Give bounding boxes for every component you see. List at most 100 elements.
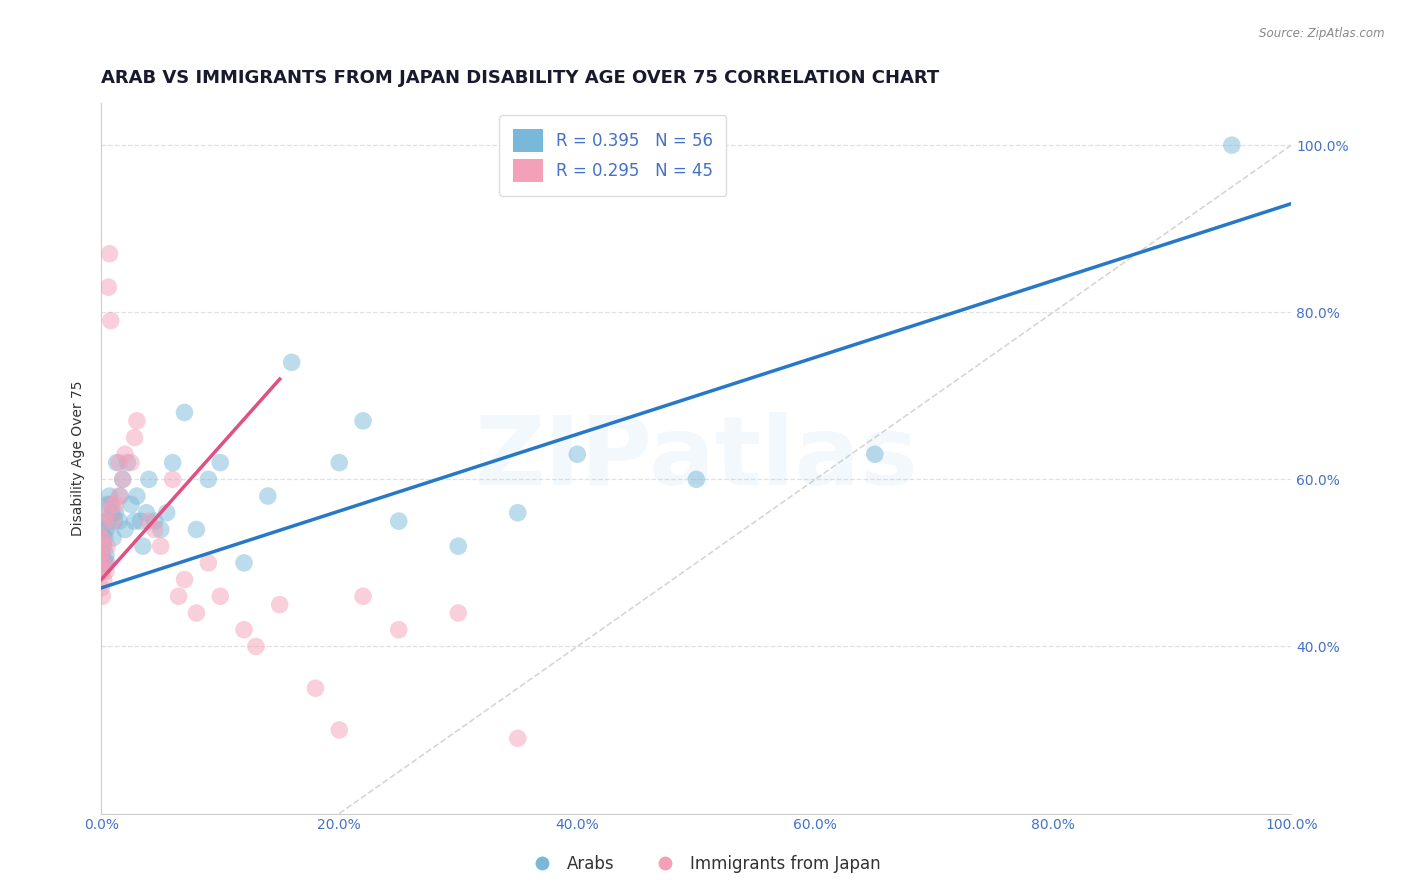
Point xyxy=(91,590,114,604)
Point xyxy=(156,506,179,520)
Point xyxy=(90,548,112,562)
Point xyxy=(94,564,117,578)
Point xyxy=(96,506,118,520)
Y-axis label: Disability Age Over 75: Disability Age Over 75 xyxy=(72,381,86,536)
Point xyxy=(114,447,136,461)
Point xyxy=(91,556,114,570)
Point xyxy=(167,590,190,604)
Point xyxy=(186,523,208,537)
Point xyxy=(100,497,122,511)
Point xyxy=(138,472,160,486)
Point xyxy=(94,531,117,545)
Point xyxy=(173,405,195,419)
Point xyxy=(162,456,184,470)
Point xyxy=(101,497,124,511)
Point xyxy=(138,514,160,528)
Point xyxy=(91,531,114,545)
Point xyxy=(132,539,155,553)
Point xyxy=(90,564,112,578)
Point xyxy=(93,539,115,553)
Point xyxy=(93,556,115,570)
Point xyxy=(100,313,122,327)
Point xyxy=(280,355,302,369)
Point xyxy=(104,506,127,520)
Legend: Arabs, Immigrants from Japan: Arabs, Immigrants from Japan xyxy=(519,848,887,880)
Point xyxy=(506,731,529,746)
Point xyxy=(97,514,120,528)
Point xyxy=(506,506,529,520)
Point xyxy=(567,447,589,461)
Point xyxy=(91,514,114,528)
Point xyxy=(91,548,114,562)
Point xyxy=(91,564,114,578)
Point xyxy=(125,489,148,503)
Point xyxy=(120,456,142,470)
Point xyxy=(117,456,139,470)
Point xyxy=(129,514,152,528)
Point xyxy=(209,456,232,470)
Point xyxy=(162,472,184,486)
Point xyxy=(111,472,134,486)
Point xyxy=(352,590,374,604)
Point xyxy=(94,548,117,562)
Point xyxy=(149,539,172,553)
Point xyxy=(97,280,120,294)
Point xyxy=(93,539,115,553)
Point xyxy=(90,548,112,562)
Point xyxy=(104,497,127,511)
Text: ARAB VS IMMIGRANTS FROM JAPAN DISABILITY AGE OVER 75 CORRELATION CHART: ARAB VS IMMIGRANTS FROM JAPAN DISABILITY… xyxy=(101,69,939,87)
Point xyxy=(120,497,142,511)
Point xyxy=(90,581,112,595)
Point xyxy=(352,414,374,428)
Point xyxy=(173,573,195,587)
Point xyxy=(90,556,112,570)
Point xyxy=(863,447,886,461)
Point xyxy=(110,489,132,503)
Point xyxy=(96,539,118,553)
Point xyxy=(233,623,256,637)
Point xyxy=(685,472,707,486)
Point xyxy=(101,531,124,545)
Text: ZIPatlas: ZIPatlas xyxy=(474,412,918,505)
Point xyxy=(94,523,117,537)
Point xyxy=(94,556,117,570)
Point xyxy=(108,514,131,528)
Point xyxy=(101,514,124,528)
Point xyxy=(125,414,148,428)
Point xyxy=(124,514,146,528)
Point xyxy=(328,723,350,737)
Point xyxy=(269,598,291,612)
Point xyxy=(209,590,232,604)
Point xyxy=(256,489,278,503)
Point xyxy=(108,456,131,470)
Point xyxy=(94,514,117,528)
Point xyxy=(111,472,134,486)
Point xyxy=(186,606,208,620)
Point xyxy=(101,506,124,520)
Point xyxy=(233,556,256,570)
Point xyxy=(149,523,172,537)
Point xyxy=(197,556,219,570)
Point xyxy=(93,573,115,587)
Point xyxy=(245,640,267,654)
Point xyxy=(91,531,114,545)
Point xyxy=(90,539,112,553)
Point xyxy=(114,523,136,537)
Point xyxy=(124,431,146,445)
Point xyxy=(103,514,125,528)
Point xyxy=(96,497,118,511)
Point xyxy=(143,523,166,537)
Point xyxy=(447,606,470,620)
Point xyxy=(94,556,117,570)
Point xyxy=(98,246,121,260)
Text: Source: ZipAtlas.com: Source: ZipAtlas.com xyxy=(1260,27,1385,40)
Point xyxy=(388,514,411,528)
Point xyxy=(90,523,112,537)
Point xyxy=(135,506,157,520)
Legend: R = 0.395   N = 56, R = 0.295   N = 45: R = 0.395 N = 56, R = 0.295 N = 45 xyxy=(499,115,727,195)
Point xyxy=(98,489,121,503)
Point xyxy=(447,539,470,553)
Point xyxy=(388,623,411,637)
Point xyxy=(1220,138,1243,153)
Point xyxy=(328,456,350,470)
